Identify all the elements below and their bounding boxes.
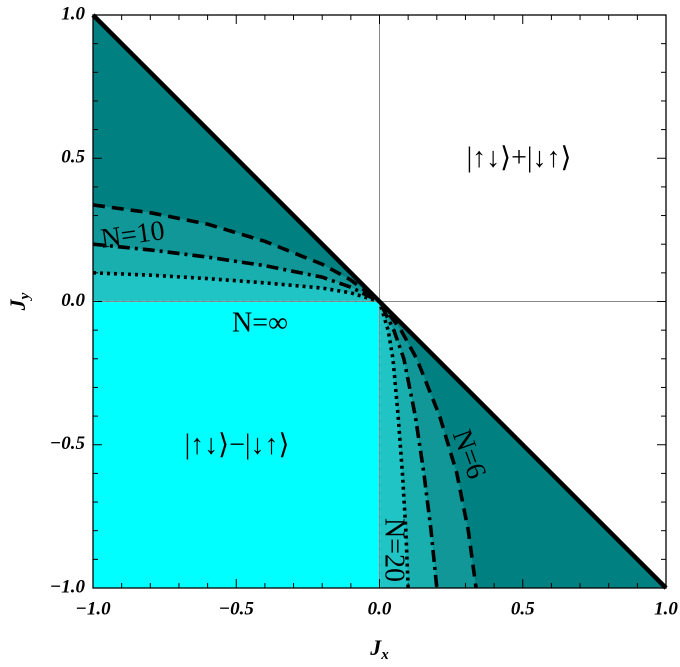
axis-label-sub: y xyxy=(17,292,33,301)
axis-label: Jx xyxy=(369,635,389,663)
x-tick-label: 0.5 xyxy=(511,598,535,619)
x-tick-label: −0.5 xyxy=(219,598,255,619)
y-tick-label: −0.5 xyxy=(50,433,86,454)
axis-label-main: J xyxy=(369,635,382,660)
y-tick-label: 0.0 xyxy=(61,290,85,311)
annotation: N=∞ xyxy=(232,307,288,338)
y-tick-label: 0.5 xyxy=(61,147,85,168)
x-tick-label: 0.0 xyxy=(368,598,392,619)
y-tick-label: −1.0 xyxy=(50,576,86,597)
annotation: |↑↓⟩+|↓↑⟩ xyxy=(467,142,572,173)
x-tick-label: 1.0 xyxy=(654,598,678,619)
boundary-line xyxy=(91,13,668,590)
annotation: N=20 xyxy=(379,518,410,582)
annotation: |↑↓⟩−|↓↑⟩ xyxy=(185,429,290,460)
axis-label-main: J xyxy=(5,298,30,311)
y-tick-label: 1.0 xyxy=(61,3,85,24)
axis-label: Jy xyxy=(5,292,33,311)
axis-label-sub: x xyxy=(380,647,389,663)
x-tick-label: −1.0 xyxy=(75,598,111,619)
infinite-region xyxy=(92,300,381,589)
